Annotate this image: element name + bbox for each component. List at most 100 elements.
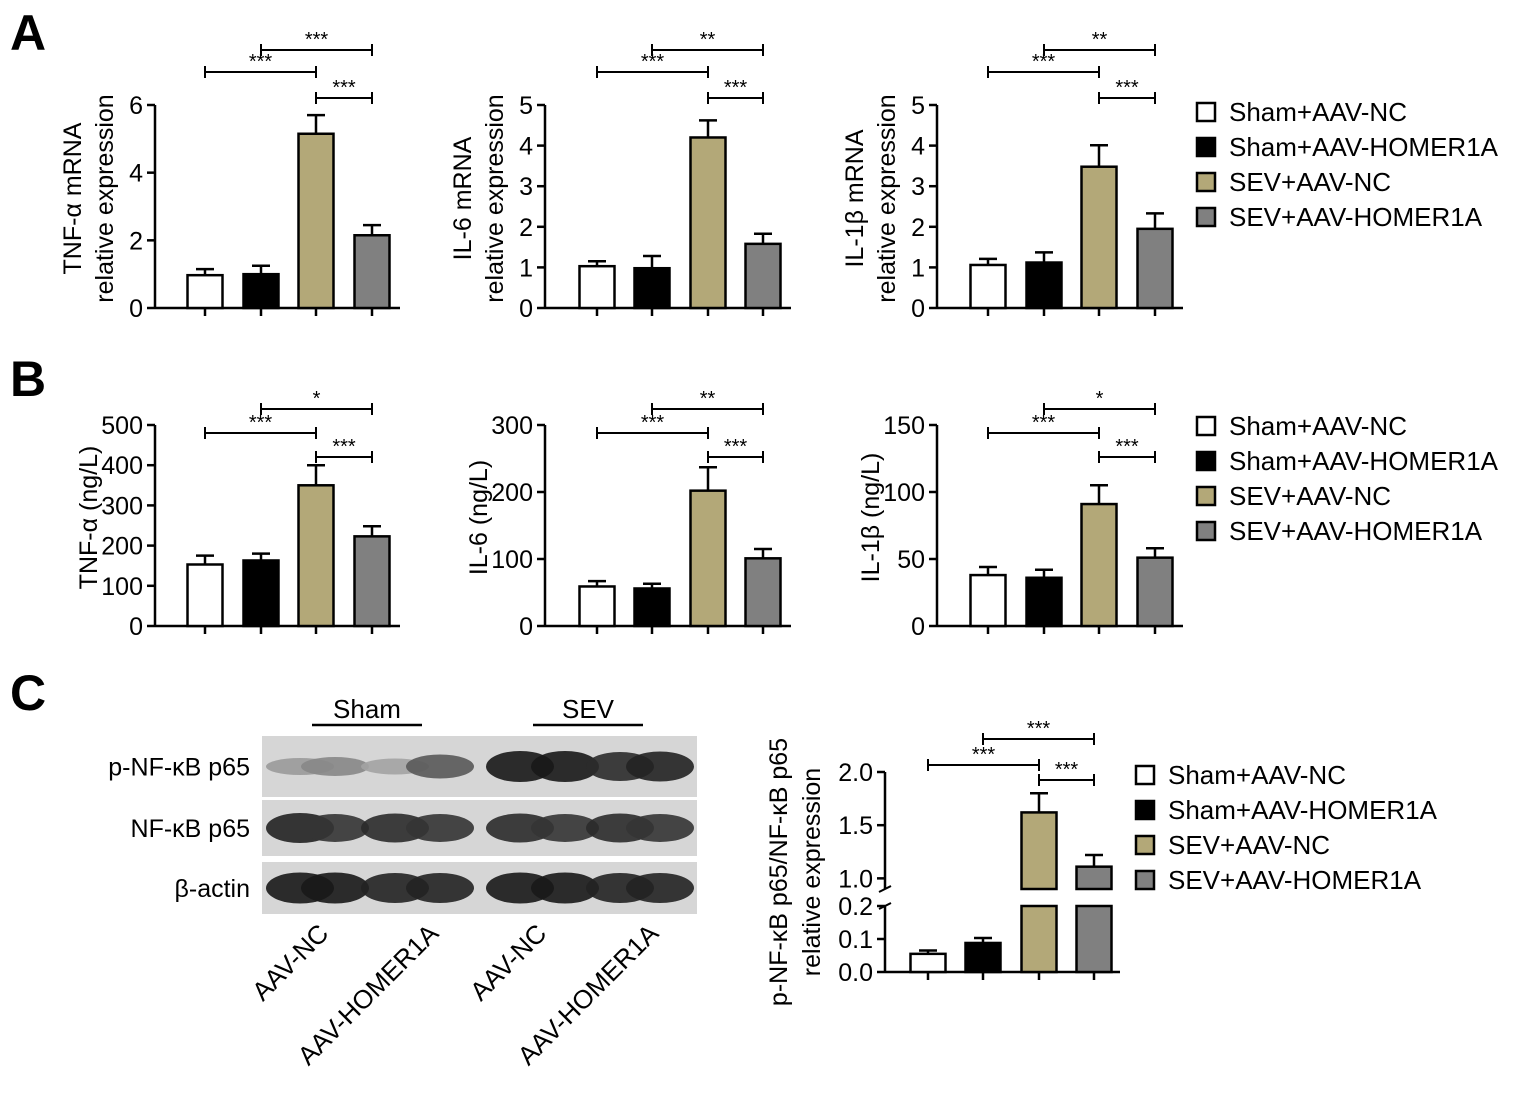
significance-label: *** <box>641 51 665 73</box>
bar <box>1136 227 1174 310</box>
legend-swatch <box>1195 415 1217 437</box>
legend-swatch <box>1195 101 1217 123</box>
significance-label: *** <box>305 29 329 51</box>
panel-letter-a: A <box>10 5 46 61</box>
y-axis-label: relative expression <box>481 94 509 302</box>
legend-panel-b: Sham+AAV-NC Sham+AAV-HOMER1A SEV+AAV-NC SEV… <box>1195 411 1499 546</box>
y-tick-label: 4 <box>911 133 925 161</box>
legend-swatch <box>1195 450 1217 472</box>
blot-band <box>626 814 694 842</box>
blot-band <box>406 873 474 903</box>
bar <box>1136 556 1174 628</box>
legend-swatch <box>1134 869 1156 891</box>
y-axis-label: TNF-α (ng/L) <box>75 446 103 590</box>
group-label: Sham <box>333 694 401 724</box>
chart-tnf-alpha-mrna: 0 2 4 6 TNF-α mRNA relative expression *** *** *… <box>59 29 400 323</box>
significance-label: *** <box>332 436 356 458</box>
legend-label: SEV+AAV-HOMER1A <box>1229 516 1483 546</box>
y-tick-label: 100 <box>883 479 925 507</box>
y-tick-label: 100 <box>101 573 143 601</box>
legend-swatch <box>1195 136 1217 158</box>
bar <box>353 234 391 310</box>
bar <box>633 266 671 310</box>
chart-p-nfkb-ratio: 0.0 0.1 0.21.0 1.5 2.0 p-NF-κB p65/NF-κB p65 r… <box>765 718 1120 1006</box>
significance-label: *** <box>1055 759 1079 781</box>
bar-upper-segment <box>1020 811 1058 891</box>
significance-label: *** <box>1115 436 1139 458</box>
bar <box>297 132 335 310</box>
blot-band <box>406 814 474 842</box>
significance-label: *** <box>249 412 273 434</box>
significance-label: *** <box>332 77 356 99</box>
y-tick-label: 150 <box>883 412 925 440</box>
bar <box>689 136 727 310</box>
blot-band <box>626 751 694 782</box>
y-axis-label: p-NF-κB p65/NF-κB p65 <box>765 738 793 1006</box>
y-tick-label: 2 <box>129 227 143 255</box>
significance-label: *** <box>249 51 273 73</box>
legend-swatch <box>1195 171 1217 193</box>
y-tick-label: 6 <box>129 92 143 120</box>
bar <box>744 242 782 310</box>
y-tick-label: 3 <box>911 173 925 201</box>
y-tick-label: 400 <box>101 452 143 480</box>
y-tick-label: 5 <box>519 92 533 120</box>
bar <box>1080 502 1118 628</box>
significance-label: ** <box>1092 29 1108 51</box>
blot-band <box>626 873 694 903</box>
bar <box>909 952 947 974</box>
bar-lower-segment <box>1075 904 1113 974</box>
significance-label: *** <box>724 436 748 458</box>
blot-band <box>531 872 599 904</box>
y-axis-label: IL-1β (ng/L) <box>857 453 885 583</box>
y-tick-label: 0.1 <box>838 926 873 954</box>
legend-swatch <box>1195 485 1217 507</box>
legend-panel-c: Sham+AAV-NC Sham+AAV-HOMER1A SEV+AAV-NC SEV… <box>1134 760 1438 895</box>
y-tick-label: 200 <box>491 479 533 507</box>
significance-label: *** <box>1027 718 1051 740</box>
y-tick-label: 0 <box>519 613 533 641</box>
y-tick-label: 1 <box>519 254 533 282</box>
blot-row-label: β-actin <box>174 875 250 903</box>
panel-letter-b: B <box>10 351 46 407</box>
bar <box>1080 165 1118 310</box>
blot-band <box>406 754 474 779</box>
significance-label: *** <box>1032 51 1056 73</box>
y-tick-label: 100 <box>491 546 533 574</box>
y-tick-label: 4 <box>519 133 533 161</box>
significance-label: *** <box>1115 77 1139 99</box>
western-blot: p-NF-κB p65 NF-κB p65 β-actin Sham SEV AAV-NC… <box>108 694 697 1071</box>
significance-label: * <box>313 388 321 410</box>
lane-label: AAV-NC <box>246 918 334 1006</box>
blot-band <box>531 751 599 782</box>
lane-label: AAV-NC <box>464 918 552 1006</box>
y-tick-label: 0 <box>129 295 143 323</box>
y-tick-label: 0.0 <box>838 959 873 987</box>
axis-break-mark <box>878 885 892 893</box>
y-tick-label: 0 <box>129 613 143 641</box>
bar <box>578 264 616 310</box>
y-tick-label: 4 <box>129 160 143 188</box>
bar <box>578 585 616 628</box>
group-label: SEV <box>562 694 615 724</box>
blot-row-label: p-NF-κB p65 <box>108 754 250 782</box>
legend-swatch <box>1195 520 1217 542</box>
bar <box>633 587 671 628</box>
legend-swatch <box>1195 206 1217 228</box>
bar <box>186 273 224 310</box>
y-axis-label: IL-6 (ng/L) <box>465 460 493 575</box>
bar <box>353 535 391 628</box>
significance-label: ** <box>700 388 716 410</box>
y-tick-label: 2 <box>519 214 533 242</box>
y-tick-label: 0 <box>911 295 925 323</box>
blot-band <box>301 757 369 776</box>
legend-label: Sham+AAV-HOMER1A <box>1168 795 1438 825</box>
y-tick-label: 0 <box>519 295 533 323</box>
bar <box>744 557 782 628</box>
bar-lower-segment <box>1020 904 1058 974</box>
bar <box>969 573 1007 628</box>
